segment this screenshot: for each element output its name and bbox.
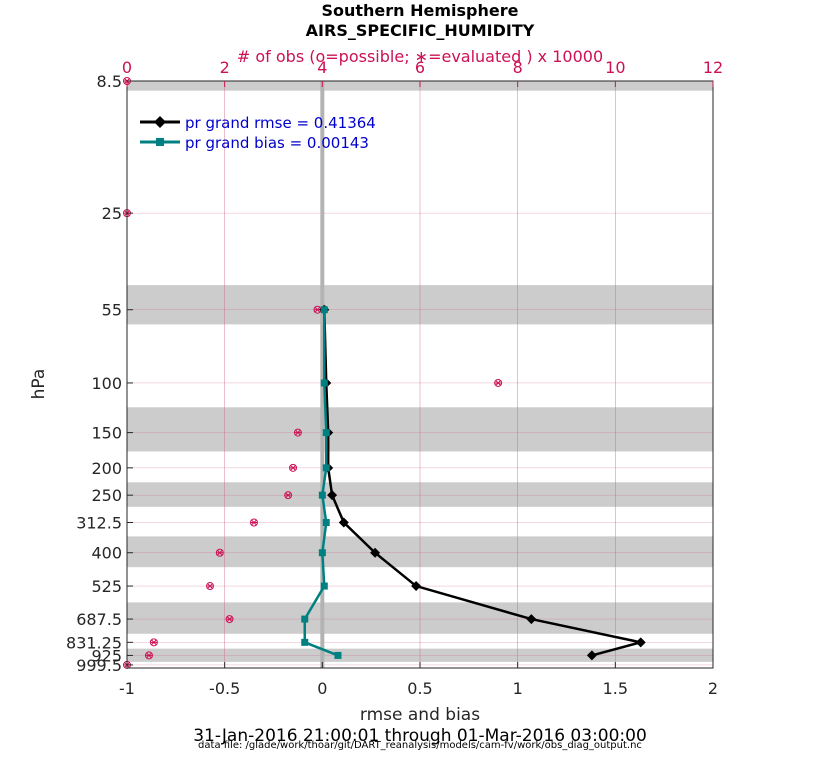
- y-tick-label: 150: [91, 424, 122, 443]
- rmse-point: [411, 581, 422, 592]
- bias-point: [334, 651, 342, 659]
- x-tick-label: 1.5: [603, 679, 628, 698]
- x-tick-label: -0.5: [209, 679, 240, 698]
- obs-evaluated-marker: [250, 519, 258, 526]
- obs-evaluated-marker: [494, 379, 502, 386]
- obs-evaluated-marker: [226, 616, 233, 623]
- obs-evaluated-marker: [216, 549, 224, 556]
- obs-possible-marker: [215, 548, 224, 557]
- bias-point: [318, 549, 326, 557]
- y-tick-label: 525: [91, 577, 122, 596]
- series-lines: [301, 304, 646, 661]
- y-tick-label: 831.25: [66, 633, 122, 652]
- obs-evaluated-marker: [150, 639, 158, 646]
- obs-evaluated-marker: [206, 583, 214, 590]
- top-tick-label: 2: [220, 58, 230, 77]
- x-tick-label: 0: [317, 679, 327, 698]
- bias-point: [322, 519, 330, 527]
- grid-lines: [127, 80, 713, 668]
- obs-possible-marker: [249, 518, 258, 527]
- legend-rmse-marker: [154, 116, 166, 128]
- top-tick-label: 8: [513, 58, 523, 77]
- top-tick-label: 12: [703, 58, 723, 77]
- bias-point: [320, 379, 328, 387]
- obs-possible-marker: [494, 378, 503, 387]
- rmse-point: [338, 517, 349, 528]
- obs-possible-marker: [225, 615, 234, 624]
- x-axis-label: rmse and bias: [360, 705, 480, 725]
- rmse-point: [327, 490, 338, 501]
- date-range: 31-Jan-2016 21:00:01 through 01-Mar-2016…: [193, 726, 647, 746]
- obs-possible-marker: [144, 651, 153, 660]
- y-tick-label: 925: [91, 646, 122, 665]
- legend-bias-label: pr grand bias = 0.00143: [185, 134, 369, 152]
- y-tick-label: 25: [102, 204, 122, 223]
- chart-subtitle: AIRS_SPECIFIC_HUMIDITY: [306, 21, 535, 40]
- y-tick-label: 999.5: [76, 656, 122, 675]
- bias-point: [301, 615, 309, 623]
- y-tick-label: 312.5: [76, 514, 122, 533]
- rmse-point: [635, 637, 646, 648]
- rmse-point: [586, 650, 597, 661]
- legend-bias-marker: [156, 138, 164, 146]
- data-file: data file: /glade/work/thoar/git/DART_re…: [198, 740, 642, 751]
- y-tick-label: 100: [91, 374, 122, 393]
- bias-point: [322, 429, 330, 437]
- bias-point: [320, 306, 328, 314]
- obs-evaluated-marker: [294, 429, 302, 436]
- top-tick-label: 6: [415, 58, 425, 77]
- x-tick-label: 2: [708, 679, 718, 698]
- obs-evaluated-marker: [145, 652, 153, 659]
- obs-count-markers: [123, 77, 503, 669]
- legend: pr grand rmse = 0.41364 pr grand bias = …: [140, 114, 376, 152]
- bias-point: [320, 582, 328, 590]
- obs-evaluated-marker: [284, 492, 292, 499]
- legend-rmse-label: pr grand rmse = 0.41364: [185, 114, 376, 132]
- bias-point: [322, 464, 330, 472]
- rmse-point: [526, 614, 537, 625]
- obs-possible-marker: [149, 638, 158, 647]
- obs-possible-marker: [289, 463, 298, 472]
- y-tick-label: 250: [91, 486, 122, 505]
- chart-title: Southern Hemisphere: [321, 1, 518, 20]
- axis-ticks: -1 -0.5 0 0.5 1 1.5 2 0 2 4 6 8 10 12 8.5 25 55 100 150 200…: [66, 58, 723, 698]
- obs-possible-marker: [293, 428, 302, 437]
- top-tick-label: 4: [317, 58, 327, 77]
- x-tick-label: 1: [513, 679, 523, 698]
- top-tick-label: 0: [122, 58, 132, 77]
- rmse-point: [370, 547, 381, 558]
- y-tick-label: 200: [91, 459, 122, 478]
- bias-point: [318, 491, 326, 499]
- y-axis-label: hPa: [29, 369, 49, 400]
- bias-point: [301, 638, 309, 646]
- y-tick-label: 400: [91, 544, 122, 563]
- y-tick-label: 687.5: [76, 610, 122, 629]
- top-tick-label: 10: [605, 58, 625, 77]
- y-tick-label: 8.5: [97, 72, 122, 91]
- obs-possible-marker: [206, 582, 215, 591]
- y-tick-label: 55: [102, 301, 122, 320]
- x-tick-label: 0.5: [407, 679, 432, 698]
- top-axis-label: # of obs (o=possible; ∗=evaluated ) x 10…: [237, 47, 603, 66]
- x-tick-label: -1: [119, 679, 135, 698]
- obs-evaluated-marker: [289, 464, 297, 471]
- obs-possible-marker: [284, 491, 293, 500]
